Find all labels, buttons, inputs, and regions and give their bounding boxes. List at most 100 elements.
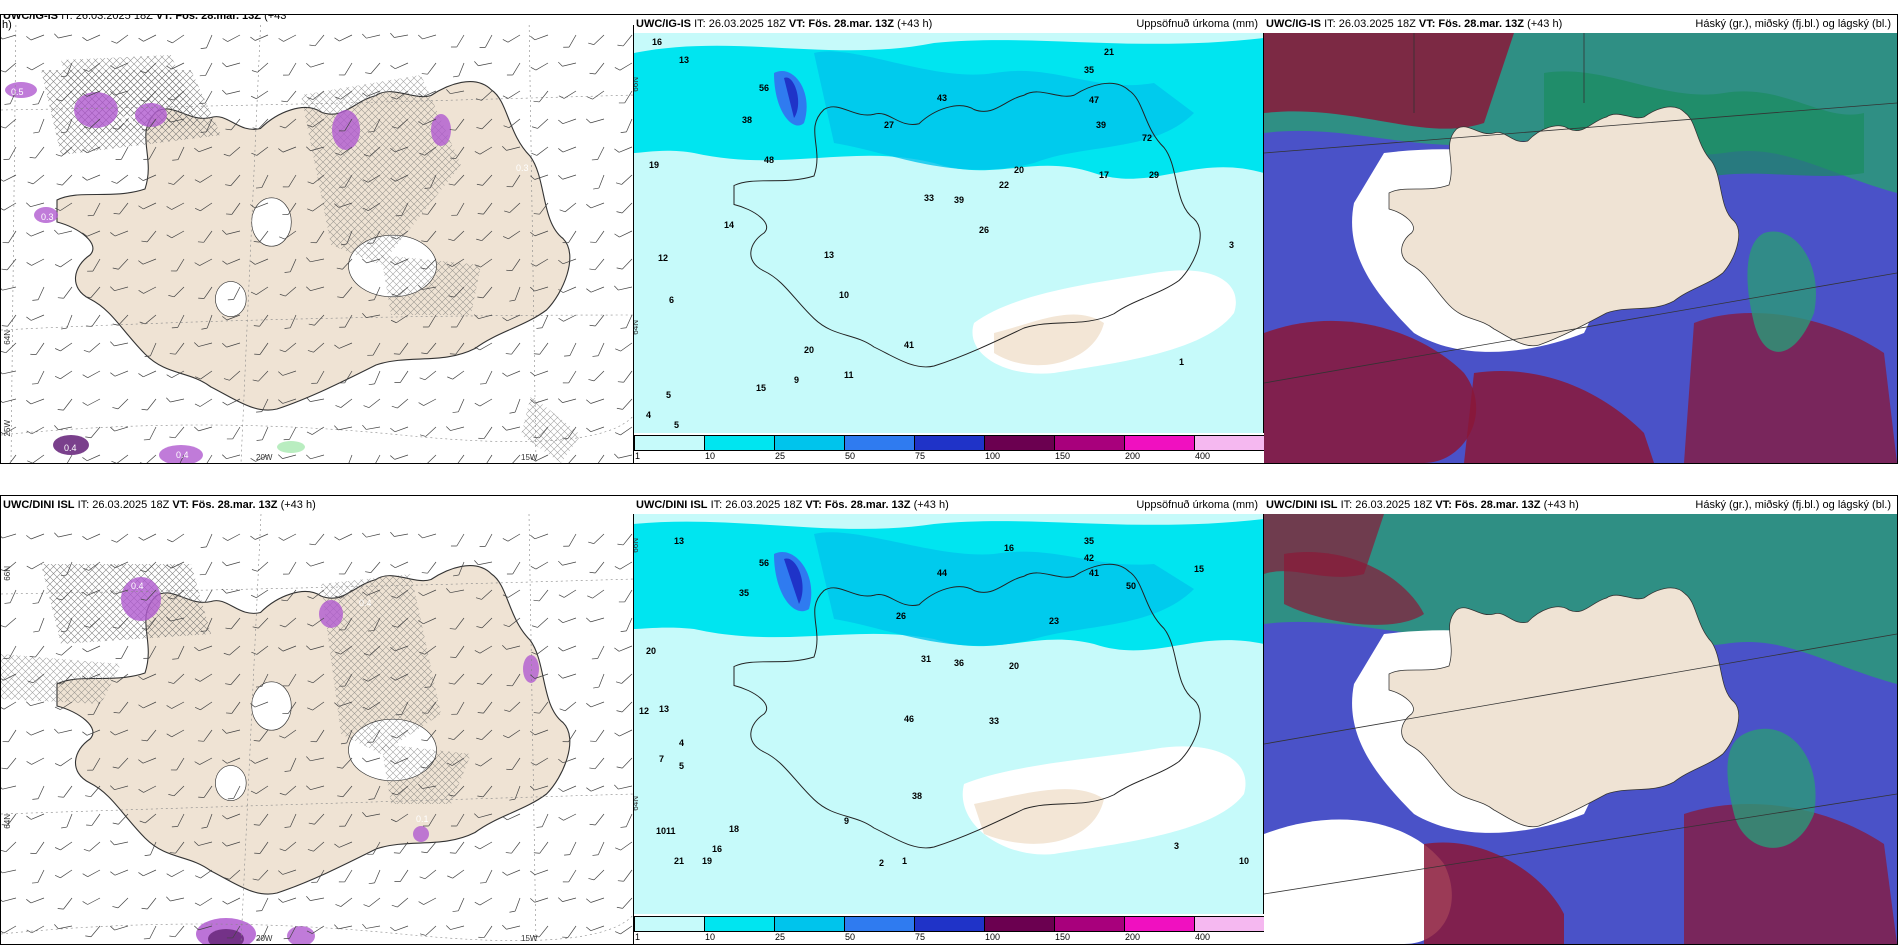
precip-value: 0. (86, 596, 94, 606)
precip-value: 20 (804, 345, 815, 355)
wind-barb (166, 230, 185, 239)
wind-barb (506, 62, 521, 76)
panel-header: UWC/IG-IS IT: 26.03.2025 18Z VT: Fös. 28… (634, 15, 1264, 33)
wind-barb (112, 398, 129, 410)
wind-barb (390, 645, 409, 652)
wind-barb (83, 617, 101, 628)
wind-barb (367, 841, 381, 855)
wind-barb (308, 314, 325, 326)
wind-barb (194, 174, 213, 183)
colorbar-swatch (634, 916, 705, 932)
wind-barb (390, 673, 409, 681)
wind-barb (27, 454, 45, 463)
wind-barb (194, 841, 213, 846)
precip-value: 35 (1084, 536, 1095, 546)
wind-barb (478, 925, 493, 938)
wind-barb (562, 925, 577, 938)
wind-barb (421, 701, 437, 714)
colorbar-swatch (774, 435, 845, 451)
wind-barb (363, 645, 381, 656)
precip-value: 5 (679, 761, 685, 771)
init-time: IT: 26.03.2025 18Z (61, 14, 153, 22)
wind-barb (558, 146, 577, 153)
wind-barb (419, 146, 437, 156)
wind-barb (222, 729, 241, 734)
wind-barb (166, 729, 185, 738)
wind-barb (31, 869, 45, 884)
wind-barb (390, 426, 409, 433)
precip-value: 13 (659, 704, 670, 714)
map-area (634, 514, 1264, 914)
wind-barb (144, 342, 157, 357)
colorbar-tick: 50 (845, 451, 856, 461)
wind-barb (418, 533, 437, 539)
wind-barb (306, 756, 325, 762)
wind-barb (143, 426, 157, 441)
wind-barb (533, 841, 549, 854)
wind-barb (26, 533, 45, 540)
wind-barb (558, 589, 577, 598)
wind-barb (1, 784, 17, 790)
wind-barb (589, 314, 605, 327)
wind-barb (82, 454, 101, 462)
wind-barb (311, 869, 325, 883)
wind-barb (33, 118, 45, 134)
wind-barb (199, 589, 213, 603)
lon-label-15w: 15W (521, 934, 538, 943)
wind-barb (278, 146, 297, 153)
wind-barb (421, 729, 437, 742)
wind-barb (362, 812, 381, 817)
wind-barb (362, 532, 381, 538)
wind-barb (446, 925, 465, 930)
wind-barb (54, 924, 73, 930)
wind-barb (558, 314, 577, 322)
wind-barb (57, 785, 73, 798)
wind-barb (531, 617, 549, 628)
wind-barb (335, 589, 353, 599)
wind-barb (54, 370, 73, 380)
precip-value: 0.5 (121, 115, 134, 125)
precip-value: 26 (896, 611, 907, 621)
wind-barb (475, 757, 493, 767)
wind-barb (362, 673, 381, 682)
wind-barb (222, 454, 241, 460)
colorbar-swatch (1124, 435, 1195, 451)
precip-value: 17 (1099, 170, 1110, 180)
colorbar-swatch (914, 916, 985, 932)
wind-barb (346, 454, 353, 463)
wind-barb (55, 342, 73, 352)
wind-barb (255, 174, 269, 189)
wind-barb (502, 230, 521, 240)
wind-barb (307, 342, 325, 353)
wind-barb (418, 783, 437, 789)
wind-barb (143, 925, 157, 940)
wind-barb (201, 813, 213, 829)
wind-barb (615, 673, 633, 684)
wind-barb (338, 118, 353, 132)
wind-barb (279, 342, 297, 353)
wind-barb (166, 616, 185, 622)
wind-barb (83, 561, 101, 571)
wind-barb (197, 729, 213, 742)
wind-barb (452, 897, 465, 912)
wind-barb (509, 785, 521, 801)
wind-barb (138, 34, 157, 42)
precip-value: 15 (1194, 564, 1205, 574)
wind-barb (530, 673, 549, 679)
wind-barb (82, 174, 101, 181)
wind-barb (310, 729, 325, 743)
wind-barb (4, 90, 17, 105)
wind-barb (533, 701, 549, 714)
precip-value: 3 (1174, 841, 1180, 851)
wind-barb (61, 813, 73, 829)
wind-barb (281, 90, 297, 103)
wind-barb (338, 370, 353, 384)
lead-time: (+43 (264, 14, 287, 22)
wind-barb (250, 90, 269, 100)
wind-barb (1, 757, 17, 770)
wind-barb (54, 728, 73, 734)
wind-barb (171, 314, 185, 329)
wind-barb (558, 645, 577, 652)
panel-precip-dini: UWC/DINI ISL IT: 26.03.2025 18Z VT: Fös.… (633, 495, 1265, 945)
wind-barb (194, 398, 213, 407)
